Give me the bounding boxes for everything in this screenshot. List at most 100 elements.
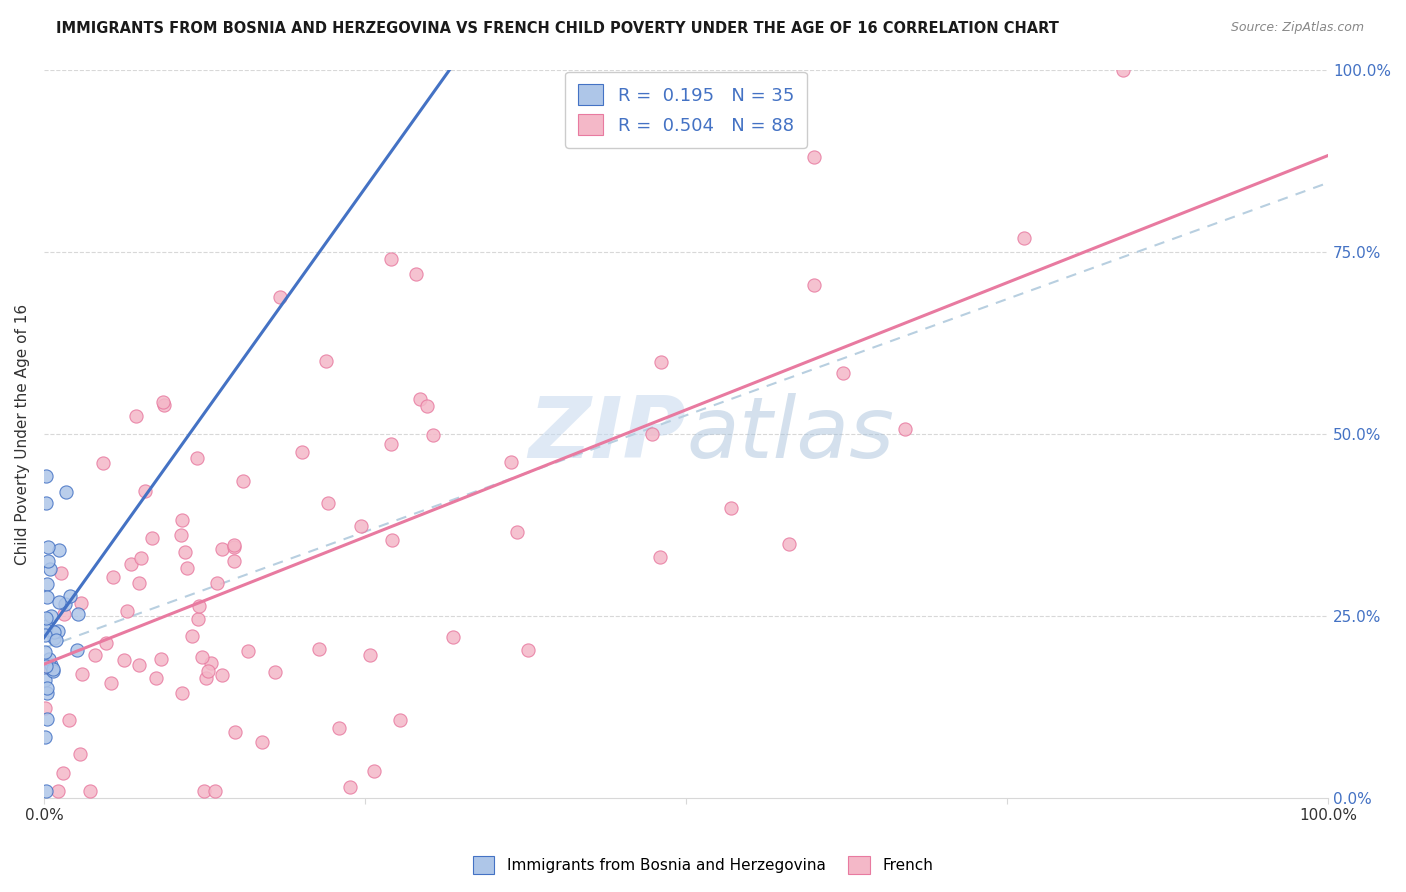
Point bbox=[291, 444, 314, 458]
Point bbox=[37, 540, 59, 554]
Point bbox=[380, 436, 402, 450]
Point bbox=[200, 656, 222, 670]
Point bbox=[641, 427, 664, 442]
Point bbox=[893, 422, 915, 436]
Point bbox=[506, 525, 529, 540]
Point bbox=[186, 451, 208, 466]
Point bbox=[222, 554, 245, 568]
Point bbox=[34, 645, 56, 659]
Point bbox=[176, 560, 198, 574]
Point bbox=[48, 595, 70, 609]
Point bbox=[58, 713, 80, 727]
Point bbox=[35, 681, 58, 695]
Y-axis label: Child Poverty Under the Age of 16: Child Poverty Under the Age of 16 bbox=[15, 303, 30, 565]
Point bbox=[363, 764, 385, 779]
Point bbox=[42, 661, 65, 675]
Point bbox=[381, 533, 404, 547]
Point bbox=[224, 541, 246, 555]
Point bbox=[91, 456, 114, 470]
Point bbox=[94, 636, 117, 650]
Point bbox=[359, 648, 381, 663]
Point bbox=[34, 701, 56, 715]
Point bbox=[35, 712, 58, 726]
Point bbox=[236, 644, 259, 658]
Point bbox=[38, 562, 60, 576]
Point bbox=[37, 686, 59, 700]
Point bbox=[1012, 231, 1035, 245]
Point bbox=[115, 604, 138, 618]
Text: ZIP: ZIP bbox=[529, 392, 686, 475]
Point bbox=[39, 609, 62, 624]
Point bbox=[211, 668, 233, 682]
Point bbox=[803, 277, 825, 292]
Point bbox=[1111, 63, 1133, 78]
Point bbox=[269, 290, 291, 304]
Point bbox=[380, 252, 402, 267]
Point bbox=[100, 675, 122, 690]
Point bbox=[152, 398, 174, 412]
Point bbox=[66, 642, 89, 657]
Point bbox=[422, 427, 444, 442]
Point bbox=[832, 366, 855, 380]
Point bbox=[211, 541, 233, 556]
Point bbox=[84, 648, 107, 662]
Point bbox=[34, 730, 56, 744]
Point bbox=[170, 513, 193, 527]
Point bbox=[69, 596, 91, 610]
Point bbox=[39, 661, 62, 675]
Point bbox=[35, 784, 58, 798]
Point bbox=[224, 725, 246, 739]
Point bbox=[194, 671, 217, 685]
Point bbox=[316, 496, 339, 510]
Point bbox=[134, 483, 156, 498]
Point bbox=[69, 747, 91, 761]
Point bbox=[51, 566, 73, 580]
Point bbox=[190, 650, 212, 665]
Legend: Immigrants from Bosnia and Herzegovina, French: Immigrants from Bosnia and Herzegovina, … bbox=[467, 850, 939, 880]
Point bbox=[252, 735, 274, 749]
Point bbox=[263, 665, 285, 679]
Point bbox=[52, 765, 75, 780]
Point bbox=[37, 590, 59, 604]
Point bbox=[350, 519, 373, 533]
Point bbox=[173, 545, 195, 559]
Point bbox=[187, 612, 209, 626]
Point bbox=[70, 667, 93, 681]
Point bbox=[650, 355, 672, 369]
Point bbox=[41, 657, 63, 672]
Point bbox=[46, 784, 69, 798]
Point bbox=[149, 651, 172, 665]
Point bbox=[48, 542, 70, 557]
Point bbox=[328, 721, 350, 735]
Point bbox=[129, 551, 152, 566]
Point bbox=[170, 528, 193, 542]
Point bbox=[124, 409, 146, 423]
Point bbox=[181, 629, 204, 643]
Point bbox=[405, 267, 427, 281]
Point bbox=[34, 610, 56, 624]
Point bbox=[42, 664, 65, 678]
Point bbox=[35, 619, 58, 633]
Point bbox=[720, 500, 742, 515]
Point bbox=[37, 554, 59, 568]
Point bbox=[42, 625, 65, 640]
Point bbox=[53, 607, 76, 622]
Point bbox=[778, 537, 800, 551]
Point bbox=[38, 651, 60, 665]
Point bbox=[35, 658, 58, 673]
Point bbox=[46, 624, 69, 639]
Point bbox=[204, 784, 226, 798]
Point bbox=[141, 531, 163, 545]
Point bbox=[339, 780, 361, 794]
Text: atlas: atlas bbox=[686, 392, 894, 475]
Point bbox=[35, 624, 58, 638]
Point bbox=[517, 643, 540, 657]
Point bbox=[42, 631, 65, 645]
Point bbox=[389, 713, 412, 727]
Point bbox=[315, 354, 337, 368]
Point bbox=[803, 150, 825, 164]
Point bbox=[53, 597, 76, 611]
Point bbox=[145, 671, 167, 685]
Point bbox=[308, 641, 330, 656]
Text: IMMIGRANTS FROM BOSNIA AND HERZEGOVINA VS FRENCH CHILD POVERTY UNDER THE AGE OF : IMMIGRANTS FROM BOSNIA AND HERZEGOVINA V… bbox=[56, 21, 1059, 37]
